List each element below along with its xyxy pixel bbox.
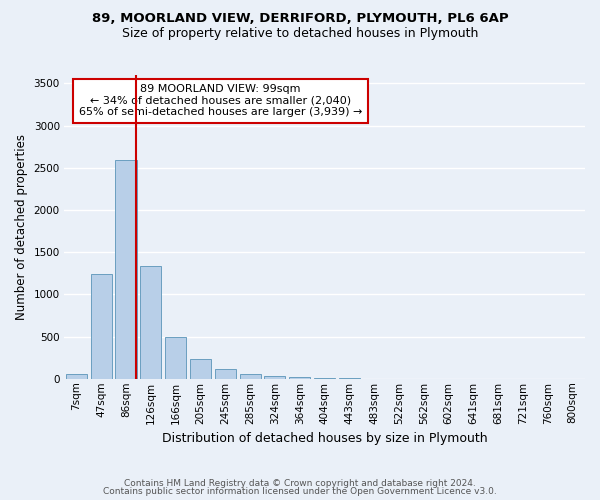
Bar bbox=[115, 160, 137, 379]
Y-axis label: Number of detached properties: Number of detached properties bbox=[15, 134, 28, 320]
Bar bbox=[91, 274, 112, 379]
Bar bbox=[140, 266, 161, 379]
Bar bbox=[66, 374, 87, 379]
Bar bbox=[165, 336, 186, 379]
Bar bbox=[265, 376, 286, 379]
Bar bbox=[190, 360, 211, 379]
Text: Size of property relative to detached houses in Plymouth: Size of property relative to detached ho… bbox=[122, 28, 478, 40]
Text: 89, MOORLAND VIEW, DERRIFORD, PLYMOUTH, PL6 6AP: 89, MOORLAND VIEW, DERRIFORD, PLYMOUTH, … bbox=[92, 12, 508, 26]
Text: 89 MOORLAND VIEW: 99sqm
← 34% of detached houses are smaller (2,040)
65% of semi: 89 MOORLAND VIEW: 99sqm ← 34% of detache… bbox=[79, 84, 362, 117]
Bar bbox=[215, 369, 236, 379]
Text: Contains HM Land Registry data © Crown copyright and database right 2024.: Contains HM Land Registry data © Crown c… bbox=[124, 478, 476, 488]
Bar bbox=[314, 378, 335, 379]
Text: Contains public sector information licensed under the Open Government Licence v3: Contains public sector information licen… bbox=[103, 487, 497, 496]
Bar bbox=[289, 377, 310, 379]
X-axis label: Distribution of detached houses by size in Plymouth: Distribution of detached houses by size … bbox=[161, 432, 487, 445]
Bar bbox=[239, 374, 260, 379]
